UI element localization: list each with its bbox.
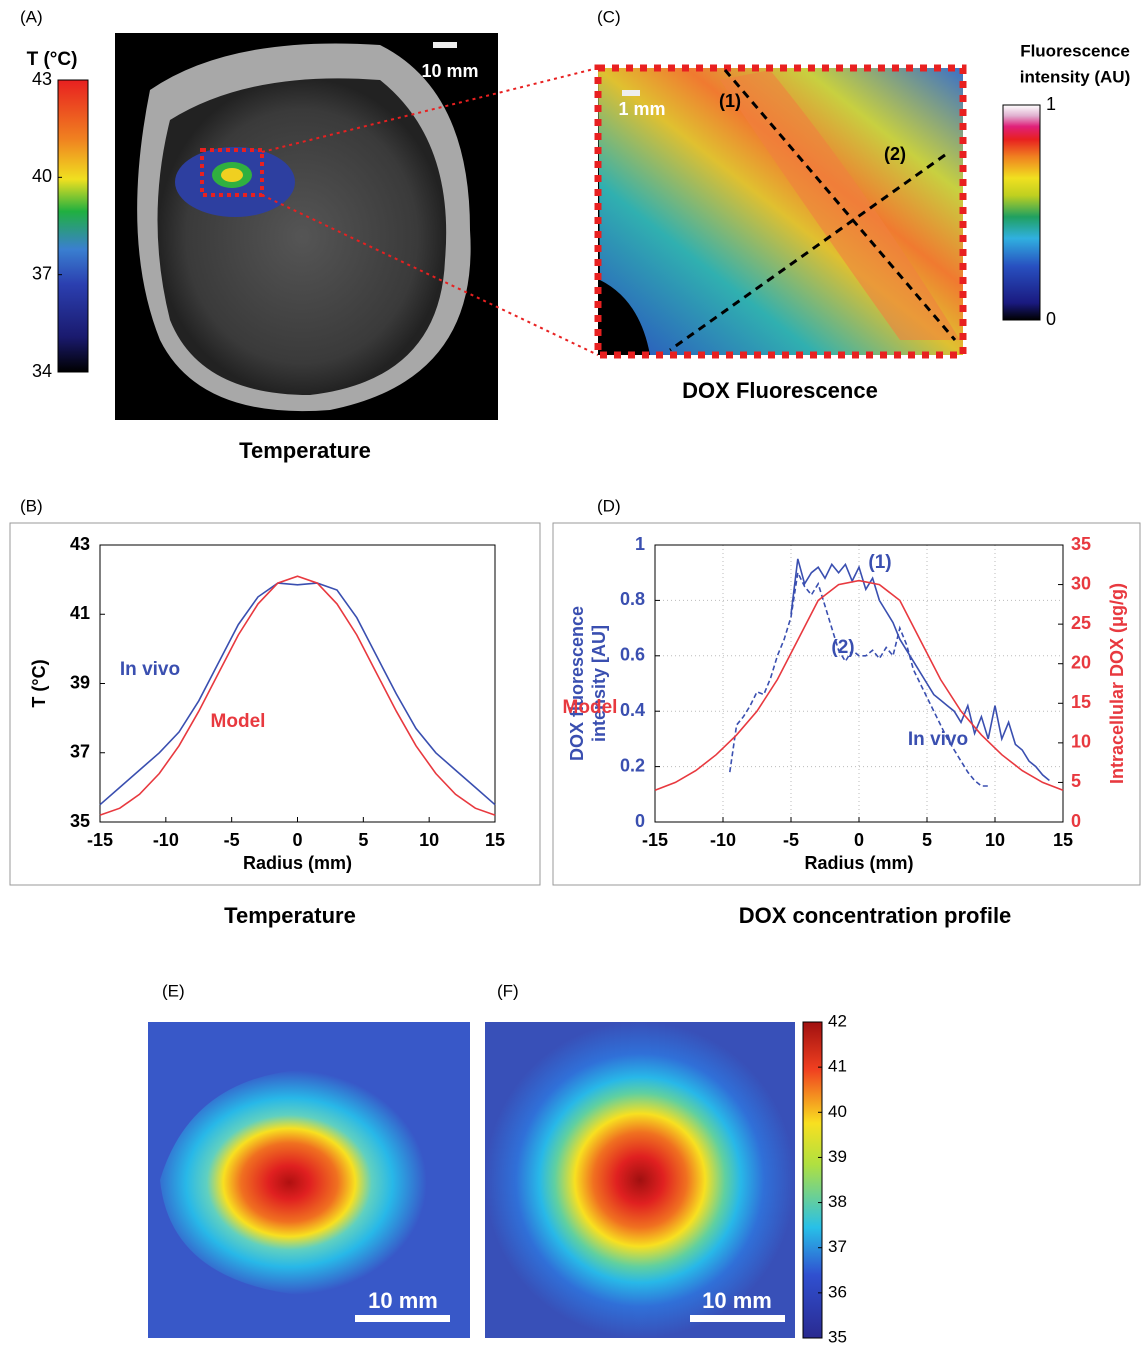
x-tick-label: 15 [485,830,505,850]
x-tick-label: -5 [224,830,240,850]
series-label: Model [563,697,618,718]
colorbar-title: intensity (AU) [1020,67,1131,86]
x-tick-label: -5 [783,830,799,850]
x-tick-label: 0 [292,830,302,850]
panel-c-image [594,64,967,359]
y2-tick-label: 25 [1071,613,1091,633]
y-tick-label: 0.8 [620,589,645,609]
plot-frame [654,544,1064,823]
series-label: In vivo [120,659,180,680]
colorbar-f [802,1021,823,1339]
x-tick-label: 15 [1053,830,1073,850]
colorbar-tick-label: 37 [32,263,52,283]
series-line [99,575,496,816]
colorbar-tick-label: 40 [32,166,52,186]
panel-b-frame [9,522,541,886]
plot-frame [99,544,496,823]
y2-tick-label: 0 [1071,811,1081,831]
colorbar-tick-label: 37 [828,1237,847,1256]
x-tick-label: -15 [87,830,113,850]
y-tick-label: 0 [635,811,645,831]
panel-caption: Temperature [224,903,356,928]
x-tick-label: 5 [358,830,368,850]
y-tick-label: 0.2 [620,755,645,775]
y-tick-label: 1 [635,534,645,554]
series-line [729,570,989,787]
x-tick-label: 10 [985,830,1005,850]
colorbar-a [57,79,89,373]
panel-label: (F) [497,981,519,1000]
line-label: (1) [719,91,741,111]
colorbar-title: T (°C) [27,49,78,70]
series-line [99,582,496,806]
y2-axis-label: Intracellular DOX (μg/g) [1107,583,1127,784]
y-tick-label: 43 [70,534,90,554]
colorbar-tick-label: 41 [828,1057,847,1076]
x-tick-label: -10 [153,830,179,850]
panel-f-image [485,1022,795,1338]
y-tick-label: 37 [70,742,90,762]
colorbar-title: Fluorescence [1020,41,1130,60]
y-tick-label: 0.6 [620,645,645,665]
x-tick-label: 10 [419,830,439,850]
x-tick-label: 0 [854,830,864,850]
x-tick-label: -15 [642,830,668,850]
panel-label: (E) [162,981,185,1000]
x-axis-label: Radius (mm) [804,853,913,873]
colorbar-tick-label: 1 [1046,94,1056,114]
series-line [790,558,1050,782]
panel-caption: Temperature [239,438,371,463]
colorbar-c [1002,104,1041,321]
scale-bar-label: 10 mm [421,61,478,81]
y2-tick-label: 5 [1071,771,1081,791]
colorbar-tick-label: 36 [828,1282,847,1301]
y-axis-label: intensity [AU] [589,625,609,742]
y-axis-label: T (°C) [29,659,49,707]
y2-tick-label: 35 [1071,534,1091,554]
colorbar-tick-label: 0 [1046,309,1056,329]
series-label: Model [211,711,266,732]
y-tick-label: 39 [70,672,90,692]
panel-label: (B) [20,496,43,515]
y-tick-label: 35 [70,811,90,831]
colorbar-tick-label: 38 [828,1192,847,1211]
colorbar-tick-label: 42 [828,1011,847,1030]
panel-d-frame [552,522,1141,886]
panel-label: (C) [597,7,621,26]
series-label: (1) [868,552,891,573]
series-line [654,579,1064,792]
panel-label: (D) [597,496,621,515]
scale-bar-label: 10 mm [702,1288,772,1313]
panel-caption: DOX concentration profile [739,903,1012,928]
x-axis-label: Radius (mm) [243,853,352,873]
y2-tick-label: 20 [1071,652,1091,672]
y-axis-label: DOX fluorescence [567,606,587,761]
line-label: (2) [884,144,906,164]
panel-e-image [148,1022,470,1338]
colorbar-tick-label: 35 [828,1327,847,1346]
y-tick-label: 41 [70,603,90,623]
panel-a-image [115,33,599,420]
series-label: (2) [831,637,854,658]
y2-tick-label: 15 [1071,692,1091,712]
scale-bar-label: 10 mm [368,1288,438,1313]
y2-tick-label: 10 [1071,732,1091,752]
y2-tick-label: 30 [1071,573,1091,593]
panel-label: (A) [20,7,43,26]
x-tick-label: 5 [922,830,932,850]
x-tick-label: -10 [710,830,736,850]
colorbar-tick-label: 39 [828,1147,847,1166]
colorbar-tick-label: 40 [828,1102,847,1121]
panel-caption: DOX Fluorescence [682,378,878,403]
scale-bar-label: 1 mm [618,99,665,119]
colorbar-tick-label: 34 [32,361,52,381]
colorbar-tick-label: 43 [32,69,52,89]
annotation: In vivo [908,729,968,750]
y-tick-label: 0.4 [620,700,645,720]
